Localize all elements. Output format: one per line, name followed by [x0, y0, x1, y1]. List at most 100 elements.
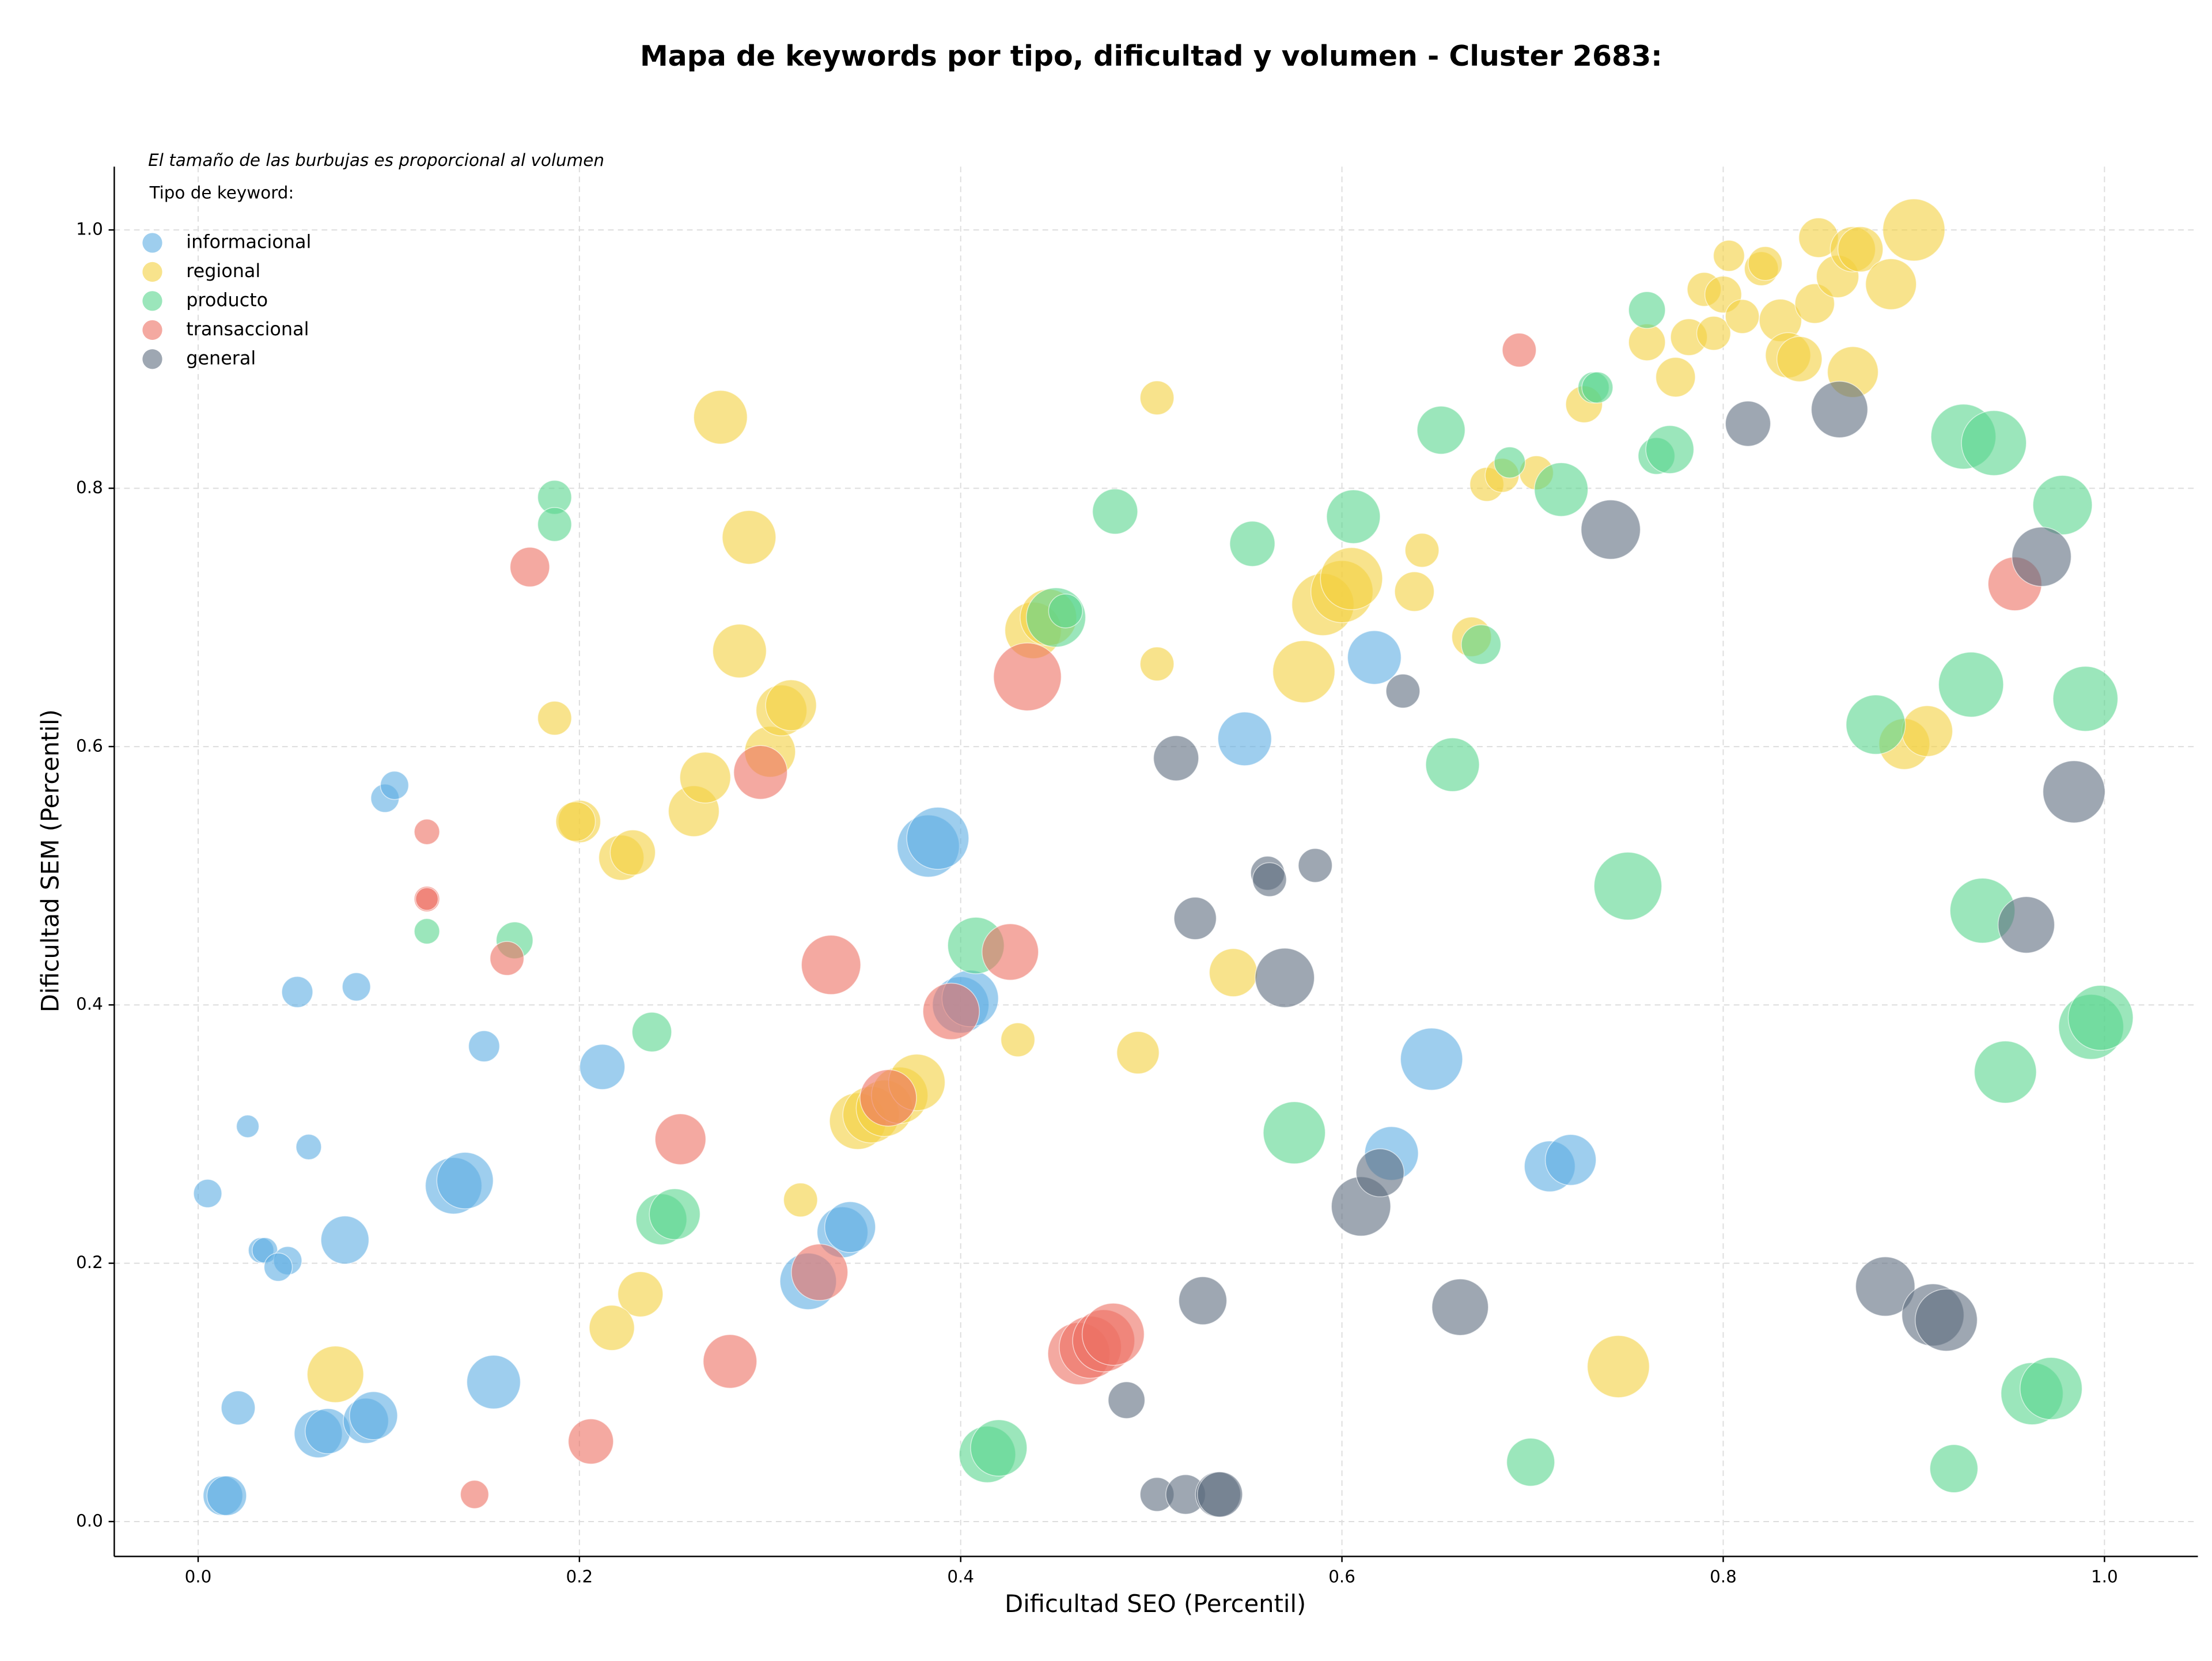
- bubble: [1628, 291, 1666, 329]
- bubble: [1263, 1101, 1326, 1164]
- bubble: [982, 923, 1039, 981]
- bubble: [1092, 488, 1138, 535]
- bubble: [1320, 547, 1383, 611]
- bubble: [306, 1345, 364, 1403]
- bubble: [1461, 624, 1502, 665]
- bubble: [1544, 1134, 1597, 1186]
- legend-marker: [142, 320, 162, 340]
- x-tick-label: 0.8: [1710, 1567, 1737, 1587]
- bubble: [1252, 862, 1287, 897]
- y-tick-label: 0.2: [76, 1253, 103, 1272]
- bubble: [468, 1030, 501, 1062]
- bubble: [1000, 1022, 1036, 1057]
- bubble: [1326, 489, 1381, 544]
- y-axis-label: Dificultad SEM (Percentil): [36, 709, 65, 1012]
- bubble: [1108, 1381, 1146, 1419]
- chart-title: Mapa de keywords por tipo, dificultad y …: [640, 40, 1662, 73]
- bubble: [466, 1354, 521, 1410]
- bubble: [460, 1480, 490, 1509]
- bubble: [206, 1475, 247, 1516]
- x-tick-label: 0.0: [185, 1567, 212, 1587]
- bubble: [320, 1215, 370, 1265]
- legend-title: Tipo de keyword:: [149, 183, 294, 202]
- bubble: [1209, 948, 1258, 997]
- bubble: [1431, 1278, 1489, 1336]
- bubble: [1855, 1256, 1915, 1317]
- bubble: [1298, 847, 1333, 883]
- bubble: [1810, 381, 1869, 438]
- bubble: [296, 1134, 322, 1160]
- bubble: [1116, 1031, 1160, 1074]
- bubble: [993, 642, 1062, 712]
- bubble: [2042, 760, 2106, 823]
- bubble: [1272, 640, 1336, 703]
- y-tick-label: 0.8: [76, 478, 103, 497]
- bubble: [1725, 299, 1760, 334]
- bubble: [609, 829, 656, 876]
- bubble: [1347, 630, 1402, 685]
- bubble: [1173, 896, 1217, 940]
- bubble: [1178, 1276, 1228, 1325]
- bubble: [193, 1179, 222, 1208]
- bubble: [1581, 371, 1613, 404]
- bubble: [579, 1043, 626, 1090]
- bubble: [1837, 226, 1884, 273]
- bubble: [537, 701, 572, 736]
- bubble: [1901, 705, 1953, 757]
- bubble: [567, 1418, 614, 1465]
- legend-marker: [142, 291, 162, 311]
- bubble: [1882, 198, 1946, 262]
- bubble: [824, 1201, 876, 1253]
- y-tick-label: 0.6: [76, 736, 103, 755]
- bubble: [414, 819, 440, 845]
- bubble: [1997, 896, 2055, 954]
- legend-label: producto: [186, 289, 268, 311]
- bubble: [765, 679, 817, 731]
- x-axis-label: Dificultad SEO (Percentil): [1005, 1590, 1306, 1618]
- bubble: [1229, 520, 1275, 567]
- bubble: [1865, 258, 1917, 311]
- bubble: [1400, 1027, 1463, 1091]
- bubble: [1404, 532, 1440, 568]
- bubble: [1153, 735, 1199, 781]
- bubble: [436, 1152, 494, 1209]
- legend-label: general: [186, 347, 256, 369]
- bubble: [693, 389, 748, 445]
- legend-label: informacional: [186, 231, 311, 253]
- bubble: [1748, 246, 1783, 281]
- bubble: [1255, 947, 1315, 1008]
- y-tick-label: 0.0: [76, 1511, 103, 1530]
- legend-label: regional: [186, 260, 260, 282]
- bubble: [1593, 852, 1662, 921]
- bubble: [1048, 593, 1083, 629]
- bubble: [2020, 1357, 2083, 1420]
- axes: 0.0 0.2 0.4 0.6 0.8 1.0 0.0 0.2 0.4 0.6 0.8 1.0: [76, 167, 2198, 1587]
- bubble: [1938, 652, 2004, 718]
- y-tick-label: 1.0: [76, 220, 103, 239]
- bubble: [703, 1334, 757, 1389]
- bubble: [263, 1253, 293, 1282]
- bubble: [712, 623, 767, 679]
- bubble: [1502, 332, 1537, 368]
- bubble: [414, 918, 440, 945]
- bubbles: [193, 198, 2134, 1518]
- bubble: [1385, 674, 1421, 709]
- bubble: [1929, 1444, 1979, 1493]
- bubble: [783, 1182, 818, 1217]
- grid: [114, 167, 2198, 1557]
- bubble: [1776, 336, 1823, 383]
- x-tick-label: 0.2: [566, 1567, 593, 1587]
- bubble: [415, 887, 439, 911]
- bubble: [906, 807, 969, 870]
- bubble: [1581, 500, 1641, 560]
- bubble: [649, 1188, 701, 1240]
- bubble: [380, 770, 410, 800]
- annotation: El tamaño de las burbujas es proporciona…: [148, 150, 604, 170]
- bubble: [349, 1391, 398, 1440]
- legend-marker: [142, 233, 162, 253]
- bubble: [922, 982, 980, 1041]
- bubble: [281, 976, 313, 1008]
- bubble: [1416, 406, 1466, 455]
- legend: informacional regional producto transaccion…: [142, 231, 311, 369]
